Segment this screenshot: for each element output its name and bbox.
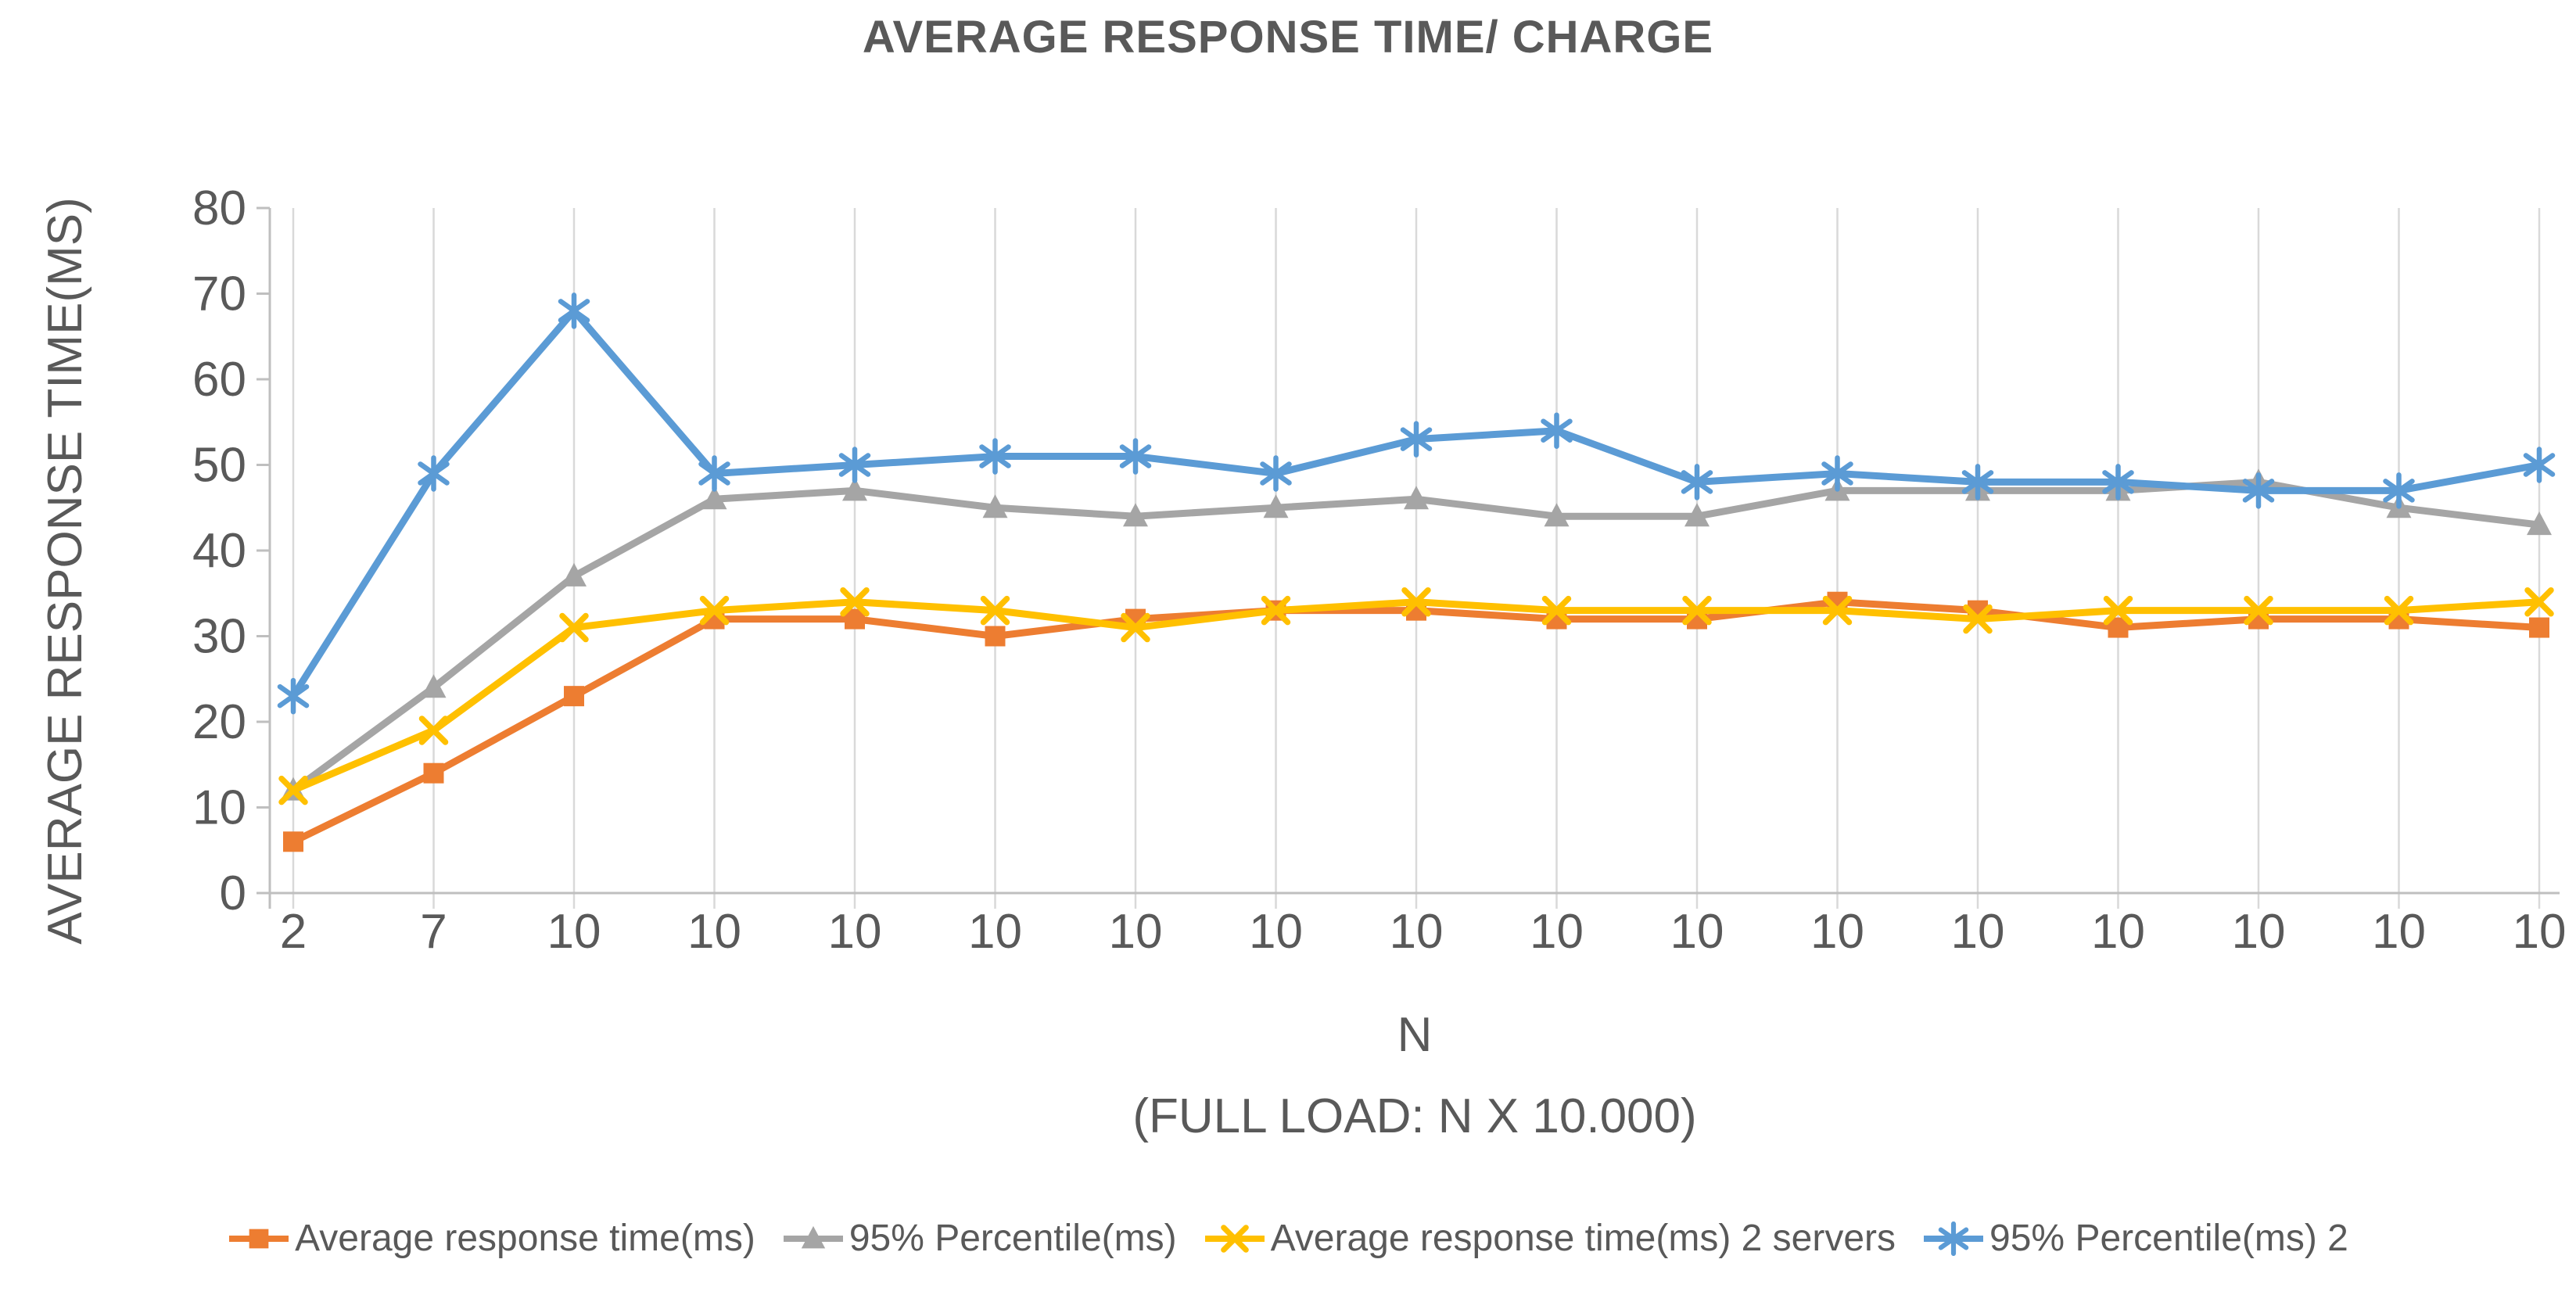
svg-text:30: 30 <box>192 610 246 664</box>
svg-text:10: 10 <box>1530 905 1584 959</box>
svg-text:10: 10 <box>687 905 741 959</box>
legend-label: Average response time(ms) 2 servers <box>1270 1218 1896 1259</box>
legend-item-95-percentile-1server: 95% Percentile(ms) <box>782 1217 1177 1260</box>
svg-text:2: 2 <box>280 905 307 959</box>
svg-text:20: 20 <box>192 695 246 749</box>
svg-text:80: 80 <box>192 181 246 235</box>
x-axis-title: N <box>1397 1008 1433 1062</box>
svg-text:10: 10 <box>2513 905 2567 959</box>
asterisk-marker-icon <box>1924 1221 1984 1256</box>
legend: Average response time(ms) 95% Percentile… <box>0 1217 2576 1260</box>
square-marker-icon <box>229 1229 289 1248</box>
legend-item-avg-response-2servers: Average response time(ms) 2 servers <box>1204 1217 1896 1260</box>
y-axis-title: AVERAGE RESPONSE TIME(MS) <box>38 197 92 945</box>
svg-text:10: 10 <box>1810 905 1864 959</box>
legend-label: 95% Percentile(ms) <box>849 1218 1177 1259</box>
svg-text:40: 40 <box>192 524 246 578</box>
svg-text:0: 0 <box>220 866 246 920</box>
svg-text:10: 10 <box>828 905 882 959</box>
svg-text:10: 10 <box>192 781 246 835</box>
svg-text:7: 7 <box>420 905 447 959</box>
legend-item-95-percentile-2: 95% Percentile(ms) 2 <box>1922 1217 2348 1260</box>
svg-text:60: 60 <box>192 353 246 407</box>
svg-text:10: 10 <box>2091 905 2145 959</box>
svg-text:10: 10 <box>968 905 1022 959</box>
legend-label: Average response time(ms) <box>295 1218 755 1259</box>
svg-text:10: 10 <box>1670 905 1724 959</box>
svg-text:10: 10 <box>1951 905 2005 959</box>
triangle-marker-icon <box>783 1225 843 1248</box>
svg-text:10: 10 <box>2372 905 2426 959</box>
svg-text:10: 10 <box>1390 905 1444 959</box>
svg-text:10: 10 <box>1249 905 1303 959</box>
svg-text:10: 10 <box>2232 905 2286 959</box>
svg-text:50: 50 <box>192 439 246 493</box>
svg-text:10: 10 <box>1109 905 1163 959</box>
svg-text:70: 70 <box>192 267 246 321</box>
x-marker-icon <box>1204 1224 1265 1253</box>
legend-label: 95% Percentile(ms) 2 <box>1989 1218 2348 1259</box>
chart-title: AVERAGE RESPONSE TIME/ CHARGE <box>862 12 1714 63</box>
legend-item-avg-response-1server: Average response time(ms) <box>228 1217 755 1260</box>
x-axis-subtitle: (FULL LOAD: N X 10.000) <box>1132 1089 1697 1143</box>
svg-text:10: 10 <box>547 905 601 959</box>
